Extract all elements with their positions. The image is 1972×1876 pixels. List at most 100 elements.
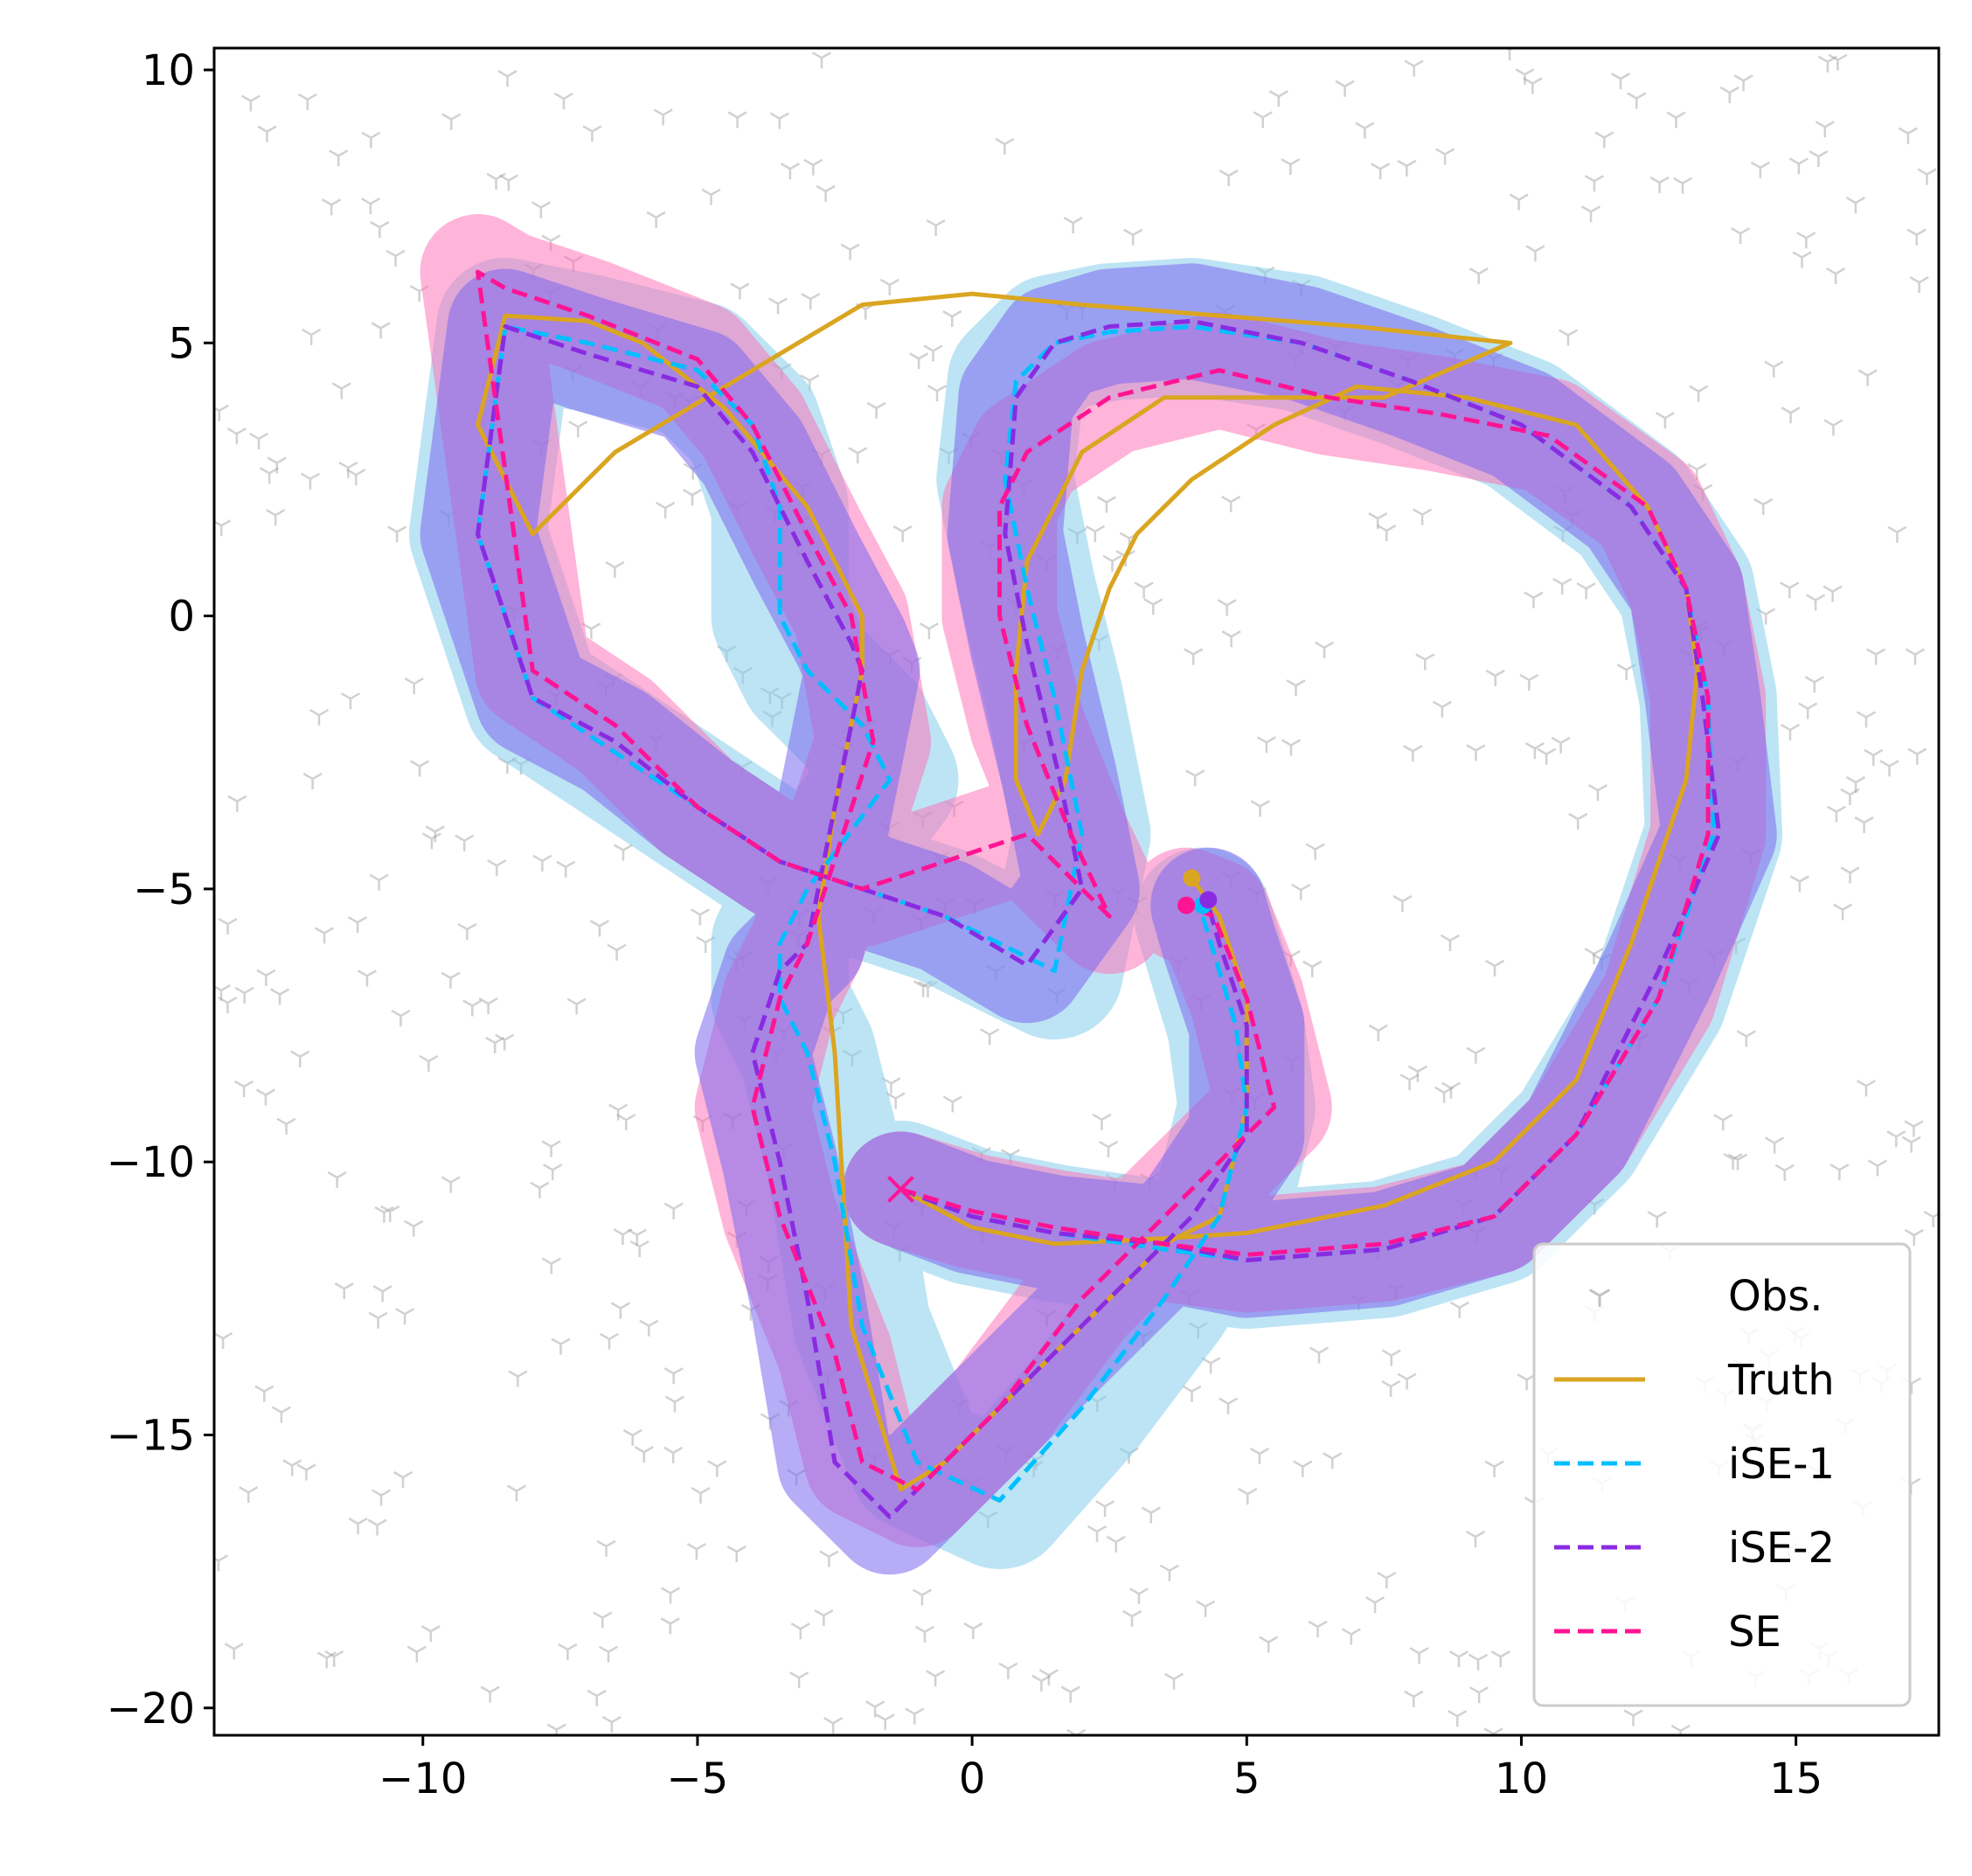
obs-point [1796,232,1816,249]
obs-point [1666,111,1686,129]
obs-point [1524,591,1544,608]
obs-point [789,1671,809,1689]
obs-point [1524,742,1545,760]
obs-point [302,772,323,789]
x-tick-label: −10 [378,1754,467,1803]
obs-point [1106,1535,1126,1553]
obs-point [663,1446,684,1463]
obs-point [1826,267,1846,285]
obs-point [1780,581,1800,599]
obs-point [1435,148,1455,165]
obs-point [338,461,358,479]
obs-point [1399,1073,1420,1091]
obs-point [1415,653,1435,670]
obs-point [420,1625,441,1643]
y-tick-label: −20 [107,1685,195,1734]
obs-point [1441,1081,1462,1099]
obs-point [1733,74,1753,92]
y-tick-label: 5 [168,319,195,368]
obs-point [1122,1609,1142,1627]
obs-point [300,472,321,490]
obs-point [1085,525,1105,542]
obs-point [385,249,406,267]
obs-point [506,1484,527,1502]
obs-point [1864,748,1884,766]
legend-label: iSE-2 [1728,1524,1835,1573]
obs-point [1404,1690,1424,1707]
obs-point [406,1645,427,1663]
obs-point [1293,1460,1313,1477]
obs-point [727,111,747,129]
obs-point [1906,228,1927,246]
obs-point [1672,177,1693,194]
obs-point [605,560,625,579]
obs-point [1780,723,1801,740]
obs-point [814,1609,834,1627]
obs-point [1594,131,1614,149]
obs-point [541,1257,561,1275]
obs-point [380,1205,400,1222]
obs-point [914,1625,935,1643]
obs-point [371,322,391,339]
obs-point [404,677,424,695]
obs-point [1098,1140,1119,1158]
obs-point [487,859,507,877]
obs-point [1102,554,1122,572]
obs-point [1141,1506,1161,1524]
obs-point [664,1395,685,1413]
obs-point [1904,1120,1924,1137]
obs-point [1185,769,1205,787]
obs-point [441,1176,461,1193]
obs-point [234,1080,254,1097]
obs-point [690,908,710,926]
obs-point [361,131,381,149]
x-tick-label: 5 [1233,1754,1260,1803]
trajectory-lines [476,269,1722,1519]
obs-point [1163,1672,1184,1690]
obs-point [1404,59,1424,77]
obs-point [1196,1600,1216,1617]
obs-point [568,420,588,438]
obs-point [1719,86,1739,103]
y-tick-label: −15 [107,1411,195,1460]
obs-point [1736,1030,1756,1047]
obs-point [1302,960,1323,977]
obs-point [214,1554,229,1572]
obs-point [587,1689,607,1706]
obs-point [374,1206,394,1223]
obs-point [905,1707,925,1725]
obs-point [875,1713,895,1731]
obs-point [1610,73,1631,90]
obs-point [240,94,260,112]
obs-point [1253,111,1273,129]
obs-point [1627,92,1647,109]
obs-point [226,427,246,445]
obs-point [980,1028,1000,1046]
obs-point [1256,736,1276,754]
obs-point [1765,1136,1785,1154]
obs-point [327,1171,347,1189]
obs-point [1523,77,1543,94]
obs-point [372,1285,392,1303]
obs-point [1143,598,1163,615]
obs-point [823,1717,844,1734]
obs-point [1286,679,1306,697]
obs-point [656,501,676,519]
obs-point [599,1332,620,1350]
obs-point [495,1033,515,1051]
obs-point [1341,1628,1361,1645]
obs-point [1250,800,1270,817]
obs-point [478,997,498,1015]
obs-point [601,1715,621,1733]
obs-point [926,219,946,236]
obs-point [926,1670,946,1687]
obs-point [1485,669,1505,686]
obs-point [1364,1596,1385,1614]
y-tick-label: −10 [107,1138,195,1187]
obs-point [613,1228,633,1246]
obs-point [593,1611,613,1629]
obs-point [541,1140,561,1157]
obs-point [622,1428,642,1446]
obs-point [1886,1130,1906,1148]
obs-point [271,1406,291,1423]
